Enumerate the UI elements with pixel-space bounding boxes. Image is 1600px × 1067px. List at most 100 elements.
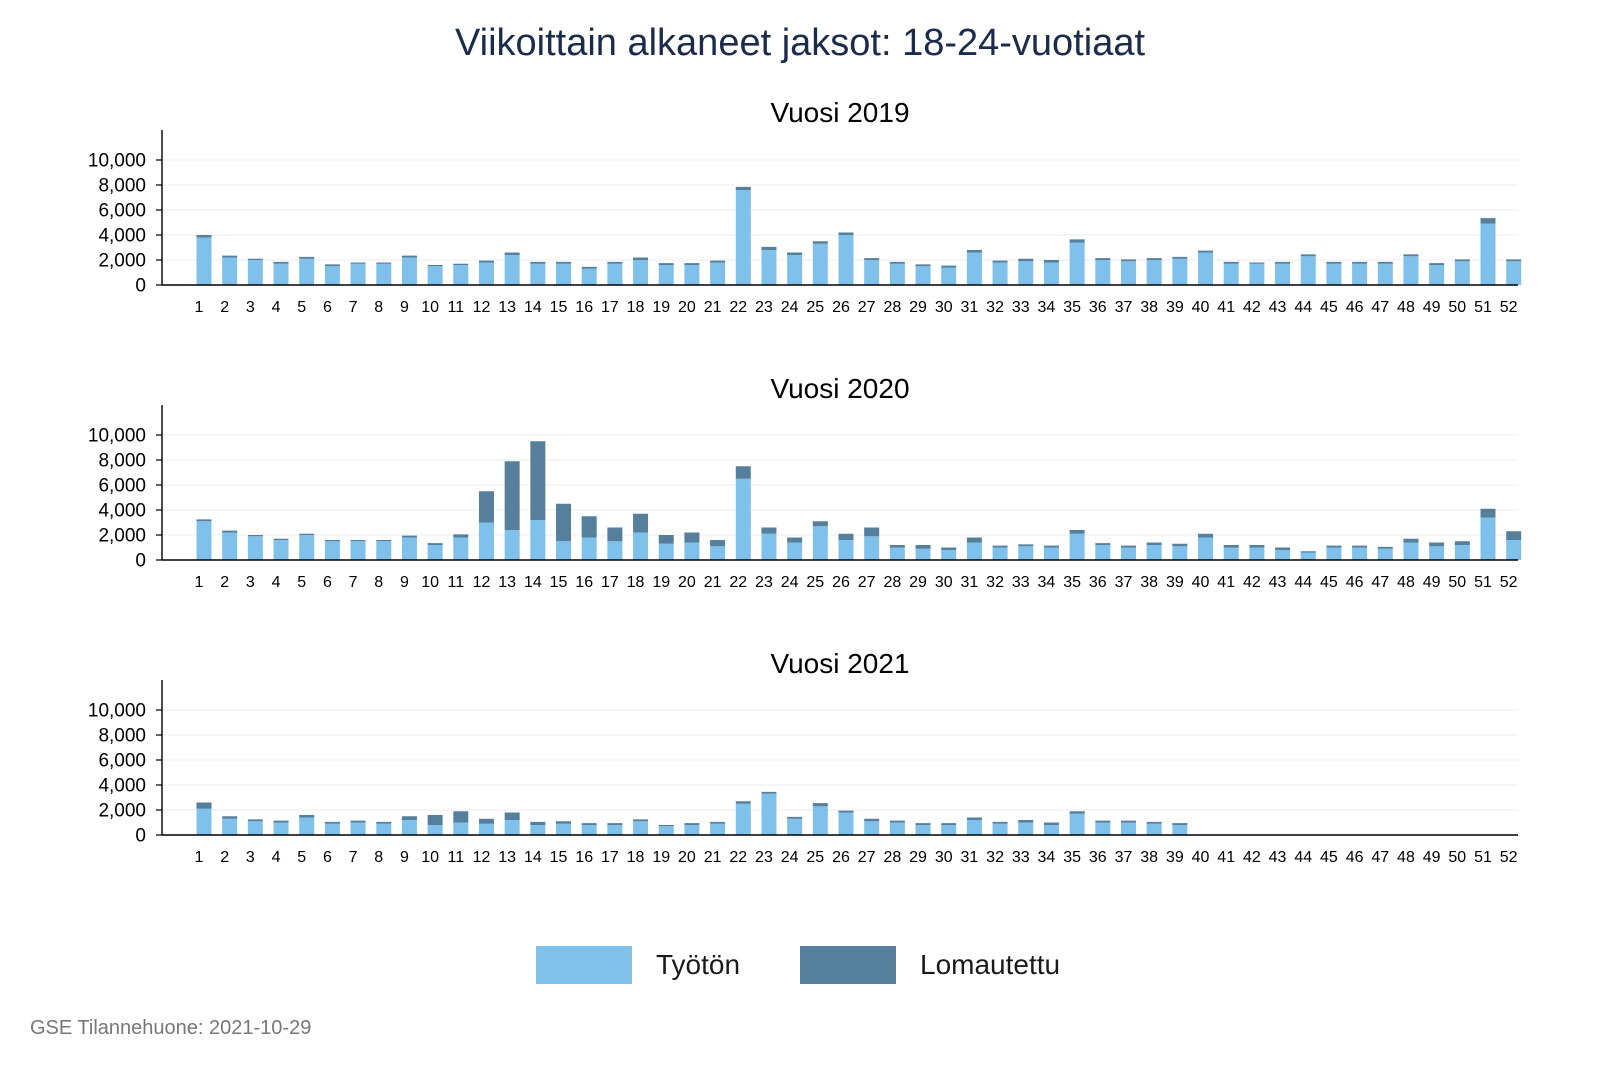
bar-lomautettu [1352,545,1368,548]
bar-tyoton [530,825,546,835]
bar-tyoton [684,825,700,835]
y-tick-label: 4,000 [98,776,146,797]
x-tick-label: 40 [1192,849,1210,866]
bar-lomautettu [1352,261,1368,264]
bar-lomautettu [710,260,726,263]
bar-tyoton [889,822,905,835]
bar-lomautettu [684,823,700,825]
bar-tyoton [350,263,366,285]
bar-tyoton [1146,260,1162,285]
bar-lomautettu [838,533,854,540]
x-tick-label: 37 [1115,574,1133,591]
bar-lomautettu [1043,822,1059,825]
bar-tyoton [1172,546,1188,560]
bar-tyoton [941,825,957,835]
bar-lomautettu [581,266,597,269]
bar-tyoton [607,263,623,285]
bar-lomautettu [247,819,263,822]
bar-lomautettu [556,821,572,824]
x-tick-label: 2 [220,299,229,316]
bar-lomautettu [401,535,417,538]
bar-lomautettu [401,816,417,820]
y-tick-label: 2,000 [98,801,146,822]
bar-tyoton [992,823,1008,835]
bar-tyoton [633,532,649,560]
x-tick-label: 20 [678,299,696,316]
x-tick-label: 26 [832,849,850,866]
x-tick-label: 36 [1089,299,1107,316]
bar-lomautettu [1249,262,1265,264]
bar-tyoton [222,532,238,560]
bar-lomautettu [710,821,726,824]
bar-lomautettu [812,803,828,807]
y-tick-label: 6,000 [98,476,146,497]
x-tick-label: 6 [323,849,332,866]
x-tick-label: 10 [421,299,439,316]
x-tick-label: 34 [1038,849,1056,866]
bar-lomautettu [530,261,546,264]
x-tick-label: 14 [524,299,542,316]
x-tick-label: 17 [601,849,619,866]
x-tick-label: 33 [1012,849,1030,866]
bar-tyoton [427,545,443,560]
bar-tyoton [889,263,905,285]
bar-tyoton [1403,542,1419,560]
x-tick-label: 30 [935,299,953,316]
bar-tyoton [838,540,854,560]
legend-label-tyoton: Työtön [656,949,741,980]
x-tick-label: 20 [678,574,696,591]
x-tick-label: 21 [704,849,722,866]
x-tick-label: 46 [1346,849,1364,866]
x-tick-label: 40 [1192,574,1210,591]
bar-tyoton [324,823,340,835]
bar-lomautettu [864,527,880,537]
bar-tyoton [1480,517,1496,560]
x-tick-label: 15 [550,574,568,591]
bar-lomautettu [658,535,674,544]
bar-tyoton [196,808,212,835]
bar-lomautettu [607,261,623,264]
bar-lomautettu [1403,254,1419,257]
bar-tyoton [812,526,828,560]
bar-lomautettu [504,252,520,255]
x-tick-label: 6 [323,299,332,316]
bar-lomautettu [787,816,803,819]
bar-tyoton [915,825,931,835]
bar-lomautettu [1069,239,1085,243]
x-tick-label: 31 [961,574,979,591]
bar-lomautettu [1480,218,1496,224]
x-tick-label: 11 [447,849,464,866]
bar-lomautettu [1095,258,1111,260]
x-tick-label: 3 [246,849,255,866]
bar-tyoton [530,263,546,285]
x-tick-label: 1 [195,849,204,866]
bar-tyoton [1095,822,1111,835]
bar-lomautettu [966,537,982,543]
bar-lomautettu [787,252,803,255]
x-tick-label: 41 [1217,299,1235,316]
bar-lomautettu [607,823,623,825]
bar-lomautettu [889,261,905,264]
bar-tyoton [1120,822,1136,835]
bar-lomautettu [299,815,315,818]
x-tick-label: 38 [1140,299,1158,316]
x-tick-label: 25 [806,849,824,866]
bar-lomautettu [478,260,494,263]
bar-tyoton [478,823,494,835]
bar-tyoton [1198,537,1214,560]
bar-lomautettu [427,543,443,545]
x-tick-label: 47 [1371,574,1389,591]
x-tick-label: 17 [601,299,619,316]
x-tick-label: 28 [883,849,901,866]
x-tick-label: 23 [755,299,773,316]
bar-tyoton [1146,823,1162,835]
bar-tyoton [633,821,649,835]
x-tick-label: 39 [1166,849,1184,866]
bar-tyoton [966,252,982,285]
bar-tyoton [1249,263,1265,285]
x-tick-label: 26 [832,574,850,591]
x-tick-label: 4 [272,299,281,316]
bar-lomautettu [1377,261,1393,264]
bar-tyoton [710,823,726,835]
bar-tyoton [504,530,520,560]
